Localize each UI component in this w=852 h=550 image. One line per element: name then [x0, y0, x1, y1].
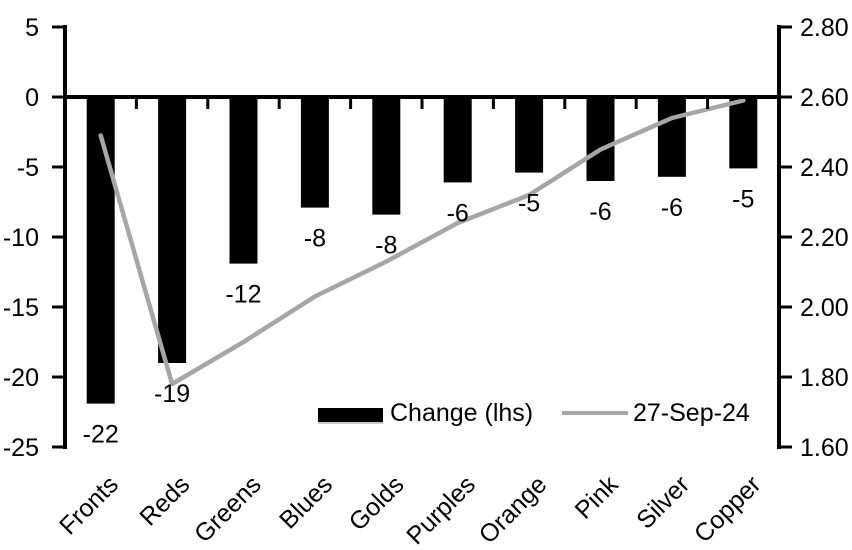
right-axis-tick-label: 2.00	[800, 294, 849, 322]
category-label-fronts: Fronts	[54, 470, 124, 540]
category-label-orange: Orange	[474, 470, 553, 549]
bar-value-label: -12	[225, 281, 261, 309]
left-axis-tick	[52, 235, 65, 239]
right-axis-tick	[779, 235, 792, 239]
category-label-golds: Golds	[344, 470, 410, 536]
x-axis-tick	[277, 97, 281, 109]
x-axis-tick	[420, 97, 424, 109]
bar-value-label: -6	[661, 194, 683, 222]
right-axis-tick	[779, 305, 792, 309]
category-label-pink: Pink	[570, 470, 625, 525]
bar-value-label: -8	[304, 225, 326, 253]
right-axis-tick	[779, 25, 792, 29]
category-label-copper: Copper	[689, 470, 767, 548]
left-axis-tick-label: -5	[17, 154, 39, 182]
right-axis-tick-label: 2.40	[800, 154, 849, 182]
x-axis-tick	[563, 97, 567, 109]
legend-bar-swatch	[318, 408, 383, 424]
category-label-blues: Blues	[274, 470, 338, 534]
x-axis-tick	[349, 97, 353, 109]
left-axis-tick-label: -25	[3, 434, 39, 462]
right-axis-tick	[779, 95, 792, 99]
bar-value-label: -8	[375, 232, 397, 260]
bar-value-label: -6	[447, 199, 469, 227]
right-axis-tick-label: 1.80	[800, 364, 849, 392]
bar-value-label: -22	[83, 421, 119, 449]
left-axis-tick-label: 0	[25, 84, 39, 112]
right-axis-tick-label: 2.60	[800, 84, 849, 112]
right-axis-tick	[779, 445, 792, 449]
bar-orange	[515, 97, 544, 173]
bar-greens	[229, 97, 258, 264]
x-axis-tick	[134, 97, 138, 109]
bar-blues	[300, 97, 329, 208]
left-axis-tick	[52, 25, 65, 29]
line-series-27-sep-24	[98, 98, 746, 387]
bar-purples	[443, 97, 472, 183]
right-axis-tick-label: 1.60	[800, 434, 849, 462]
left-axis-tick	[52, 165, 65, 169]
left-axis-tick	[52, 305, 65, 309]
bar-value-label: -19	[154, 380, 190, 408]
left-axis-tick-label: -15	[3, 294, 39, 322]
x-axis-tick	[206, 97, 210, 109]
left-axis-tick-label: -20	[3, 364, 39, 392]
category-label-purples: Purples	[401, 470, 481, 550]
right-axis-tick	[779, 375, 792, 379]
right-axis-tick-label: 2.20	[800, 224, 849, 252]
left-axis-tick	[52, 445, 65, 449]
x-axis-tick	[491, 97, 495, 109]
bar-fronts	[86, 97, 115, 404]
category-label-reds: Reds	[134, 470, 195, 531]
category-label-greens: Greens	[189, 470, 267, 548]
left-axis-tick-label: -10	[3, 224, 39, 252]
bar-value-label: -5	[518, 190, 540, 218]
legend-label-change: Change (lhs)	[390, 399, 534, 427]
bar-golds	[372, 97, 401, 215]
bar-reds	[158, 97, 187, 363]
legend-line-swatch	[562, 411, 628, 415]
left-axis-tick	[52, 375, 65, 379]
x-axis-tick	[706, 97, 710, 109]
bar-silver	[657, 97, 686, 177]
bar-value-label: -5	[732, 185, 754, 213]
x-axis-tick	[634, 97, 638, 109]
right-axis-tick-label: 2.80	[800, 14, 849, 42]
left-axis-tick-label: 5	[25, 14, 39, 42]
right-axis-tick	[779, 165, 792, 169]
bar-copper	[729, 97, 758, 169]
category-label-silver: Silver	[631, 470, 695, 534]
bar-value-label: -6	[589, 198, 611, 226]
left-axis-tick	[52, 95, 65, 99]
legend-label-date: 27-Sep-24	[633, 399, 750, 427]
bar-pink	[586, 97, 615, 181]
